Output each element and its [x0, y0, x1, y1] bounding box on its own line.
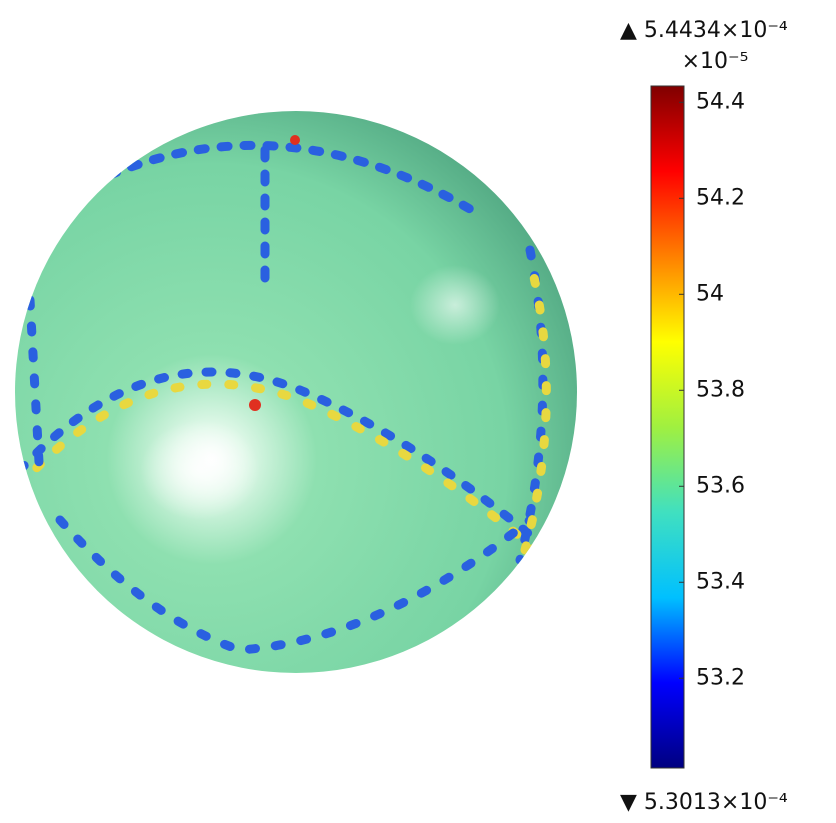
- figure: ▲ 5.4434×10⁻⁴ ×10⁻⁵ ▼ 5.3013×10⁻⁴ 53.253…: [0, 0, 836, 819]
- tick-label: 54.4: [696, 89, 745, 114]
- min-label: ▼ 5.3013×10⁻⁴: [620, 790, 788, 815]
- colorbar: 53.2 53.4 53.6 53.8 54 54.2 54.4: [651, 86, 745, 768]
- sphere: [15, 111, 577, 673]
- tick-label: 54.2: [696, 185, 745, 210]
- colorbar-gradient: [651, 86, 684, 768]
- max-label: ▲ 5.4434×10⁻⁴: [620, 18, 788, 43]
- tick-label: 53.6: [696, 473, 745, 498]
- tick-label: 54: [696, 281, 724, 306]
- tick-label: 53.2: [696, 665, 745, 690]
- scale-label: ×10⁻⁵: [682, 49, 749, 74]
- tick-label: 53.8: [696, 377, 745, 402]
- tick-label: 53.4: [696, 569, 745, 594]
